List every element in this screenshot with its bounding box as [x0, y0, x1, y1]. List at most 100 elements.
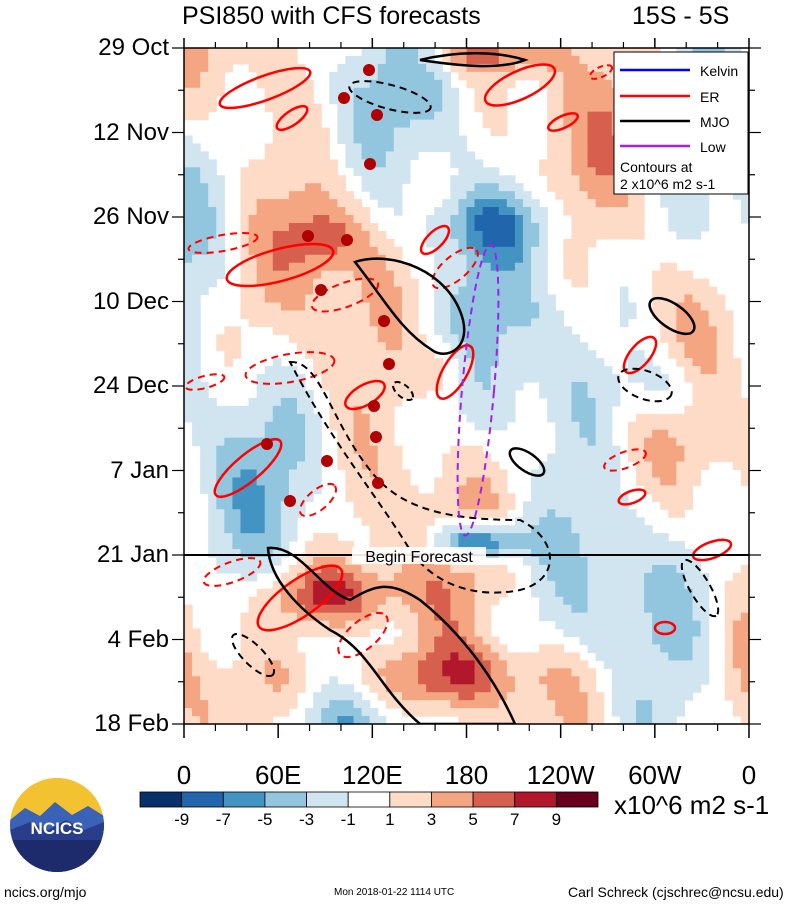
heatmap-cell [563, 159, 573, 168]
heatmap-cell [539, 358, 548, 367]
footer-site[interactable]: ncics.org/mjo [4, 884, 87, 900]
heatmap-cell [248, 167, 258, 176]
heatmap-cell [603, 374, 613, 383]
heatmap-cell [280, 286, 290, 296]
heatmap-cell [692, 445, 702, 455]
heatmap-cell [474, 366, 484, 375]
heatmap-cell [547, 79, 556, 89]
heatmap-cell [571, 620, 581, 630]
heatmap-cell [668, 604, 677, 614]
heatmap-cell [563, 63, 573, 73]
heatmap-cell [603, 421, 613, 431]
heatmap-cell [716, 445, 726, 455]
heatmap-cell [345, 700, 355, 709]
heatmap-cell [313, 350, 322, 359]
heatmap-cell [652, 413, 661, 423]
heatmap-cell [377, 119, 387, 129]
heatmap-cell [216, 485, 225, 494]
heatmap-cell [490, 103, 500, 113]
heatmap-cell [272, 127, 282, 137]
heatmap-cell [248, 310, 258, 319]
heatmap-cell [579, 127, 589, 137]
heatmap-cell [636, 230, 645, 240]
heatmap-cell [466, 572, 476, 582]
heatmap-cell [232, 708, 242, 717]
heatmap-cell [216, 517, 225, 526]
heatmap-cell [337, 63, 347, 73]
heatmap-cell [716, 453, 726, 463]
er-contour [184, 373, 226, 391]
heatmap-cell [611, 230, 621, 240]
heatmap-cell [369, 310, 379, 319]
heatmap-cell [652, 556, 661, 566]
heatmap-cell [418, 342, 427, 351]
heatmap-cell [450, 350, 460, 359]
heatmap-cell [418, 612, 427, 622]
heatmap-cell [353, 612, 363, 622]
heatmap-cell [531, 334, 540, 343]
heatmap-cell [619, 199, 629, 208]
heatmap-cell [676, 270, 686, 280]
heatmap-cell [611, 453, 621, 463]
heatmap-cell [329, 580, 338, 590]
heatmap-cell [280, 572, 290, 582]
heatmap-cell [692, 429, 702, 439]
heatmap-cell [458, 692, 468, 701]
heatmap-cell [474, 342, 484, 351]
heatmap-cell [297, 620, 306, 630]
heatmap-cell [482, 318, 492, 327]
heatmap-cell [377, 382, 387, 391]
heatmap-cell [280, 636, 290, 646]
heatmap-cell [498, 501, 508, 510]
heatmap-cell [458, 652, 468, 661]
heatmap-cell [595, 405, 605, 415]
heatmap-cell [264, 676, 274, 685]
heatmap-cell [506, 191, 516, 200]
heatmap-cell [490, 493, 500, 502]
heatmap-cell [280, 294, 290, 304]
heatmap-cell [660, 382, 669, 391]
heatmap-cell [401, 485, 411, 494]
heatmap-cell [555, 437, 564, 447]
heatmap-cell [587, 159, 597, 168]
heatmap-cell [692, 652, 702, 661]
heatmap-cell [280, 700, 290, 709]
heatmap-cell [700, 652, 710, 661]
heatmap-cell [571, 517, 581, 526]
heatmap-cell [361, 413, 371, 423]
heatmap-cell [240, 549, 250, 558]
heatmap-cell [208, 199, 217, 208]
heatmap-cell [192, 143, 201, 152]
heatmap-cell [208, 230, 217, 240]
heatmap-cell [401, 509, 411, 518]
heatmap-cell [539, 596, 548, 606]
heatmap-cell [305, 469, 314, 479]
heatmap-cell [498, 350, 508, 359]
heatmap-cell [498, 310, 508, 319]
heatmap-cell [668, 207, 677, 216]
heatmap-cell [385, 135, 395, 145]
heatmap-cell [684, 278, 694, 288]
heatmap-cell [732, 628, 742, 638]
mjo-contour [508, 447, 546, 477]
heatmap-cell [224, 350, 234, 359]
heatmap-cell [192, 207, 201, 216]
heatmap-cell [385, 469, 395, 479]
heatmap-cell [313, 103, 322, 113]
heatmap-cell [547, 135, 556, 145]
heatmap-cell [571, 55, 581, 65]
heatmap-cell [361, 151, 371, 160]
heatmap-cell [313, 183, 322, 192]
heatmap-cell [716, 429, 726, 439]
heatmap-cell [490, 111, 500, 121]
heatmap-cell [313, 207, 322, 216]
mjo-contour [348, 80, 432, 114]
heatmap-cell [644, 580, 653, 590]
heatmap-cell [264, 692, 274, 701]
heatmap-cell [740, 596, 749, 606]
heatmap-cell [192, 230, 201, 240]
heatmap-cell [587, 382, 597, 391]
heatmap-cell [474, 183, 484, 192]
heatmap-cell [369, 612, 379, 622]
heatmap-cell [434, 254, 443, 264]
